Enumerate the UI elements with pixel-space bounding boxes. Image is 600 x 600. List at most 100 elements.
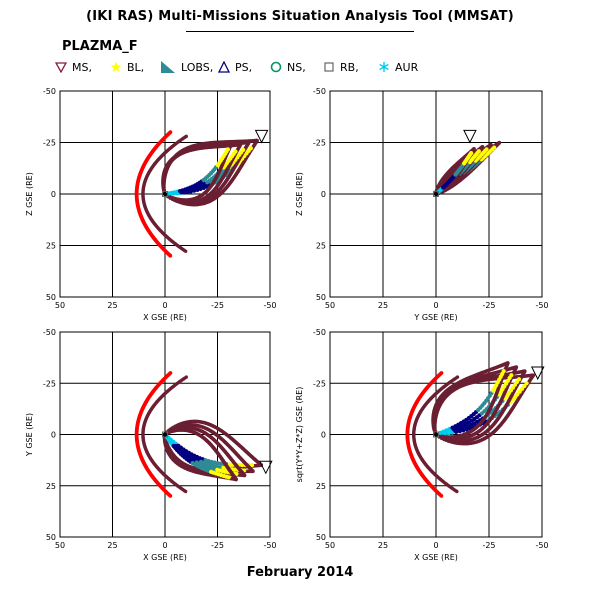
x-tick-label: -50 — [263, 301, 276, 310]
magnetopause — [141, 375, 188, 494]
y-tick-label: 25 — [316, 242, 326, 251]
y-tick-label: -25 — [313, 379, 326, 388]
orbit-point — [531, 373, 536, 378]
magnetopause-point — [183, 489, 188, 494]
y-axis-label: sqrt(Y*Y+Z*Z) GSE (RE) — [295, 387, 304, 483]
magnetopause-point — [455, 489, 459, 494]
orbit-point — [242, 473, 247, 478]
plot-area — [433, 140, 502, 197]
bow-shock-point — [168, 253, 173, 258]
plot-frame — [59, 90, 271, 298]
x-tick-label: 0 — [433, 301, 438, 310]
legend-item-ns: NS, — [270, 57, 306, 77]
legend-item-ms: MS, — [55, 57, 92, 77]
region-point — [484, 147, 489, 152]
legend-item-aur: AUR — [378, 57, 418, 77]
orbit-point — [497, 140, 502, 145]
orbits — [162, 419, 264, 482]
orbit-point — [489, 142, 493, 147]
y-tick-label: 50 — [46, 533, 56, 542]
y-tick-label: 25 — [46, 242, 56, 251]
x-tick-label: 25 — [107, 541, 117, 550]
orbit-point — [522, 369, 527, 374]
orbit-point — [230, 141, 234, 145]
plot-panel-top-left: 50 25 0 -25 -50 50 25 0 -25 -50 X GSE (RE) Z GSE (R… — [25, 87, 277, 322]
y-axis-label: Z GSE (RE) — [295, 172, 304, 216]
legend-label: NS, — [287, 60, 306, 74]
rb-marker — [433, 431, 439, 438]
orbit-point — [514, 365, 519, 370]
y-tick-label: -25 — [43, 139, 56, 148]
y-tick-label: -50 — [43, 87, 56, 96]
region-point — [248, 146, 253, 151]
x-axis-label: Y GSE (RE) — [413, 313, 457, 322]
plot-panel-bottom-left: 50 25 0 -25 -50 -50 -25 0 25 50 X GSE (RE) Y GSE (R… — [25, 328, 277, 562]
x-tick-label: -25 — [482, 301, 495, 310]
orbit-point — [255, 139, 259, 143]
x-tick-label: -25 — [211, 541, 224, 550]
x-tick-label: -50 — [263, 541, 276, 550]
region-point — [516, 377, 522, 382]
y-tick-label: 50 — [316, 533, 326, 542]
y-axis-label: Y GSE (RE) — [25, 413, 34, 457]
orbit-point — [238, 143, 243, 147]
legend-label: BL, — [127, 60, 145, 74]
y-tick-label: 25 — [46, 482, 56, 491]
region-point — [226, 475, 231, 480]
y-tick-label: 50 — [316, 293, 326, 302]
x-axis-label: X GSE (RE) — [143, 553, 187, 562]
bow-shock — [134, 371, 173, 498]
x-tick-label: 0 — [162, 541, 167, 550]
legend-item-ps: PS, — [218, 57, 252, 77]
region-point — [517, 389, 522, 394]
region-point — [225, 147, 231, 152]
plot-panel-bottom-right: 50 25 0 -25 -50 -50 -25 0 25 50 X GSE (RE) sqrt(Y*Y… — [295, 328, 549, 562]
y-tick-label: 0 — [51, 190, 56, 199]
triangle-down-icon — [55, 62, 67, 73]
plot-area — [405, 361, 536, 498]
orbit-point — [246, 141, 251, 145]
region-point — [524, 381, 529, 386]
plot-frame — [329, 90, 543, 298]
plot-panel-top-right: 50 25 0 -25 -50 50 25 0 -25 -50 Y GSE (RE) Z GSE (R… — [295, 87, 549, 322]
orbit-point — [234, 477, 238, 482]
x-tick-label: 25 — [378, 541, 388, 550]
legend-label: LOBS, — [181, 60, 214, 74]
legend-item-bl: BL, — [110, 57, 144, 77]
region-point — [492, 145, 497, 150]
magnetopause — [141, 134, 188, 253]
plot-frame — [329, 331, 543, 538]
y-tick-label: -50 — [43, 328, 56, 337]
x-axis-label: X GSE (RE) — [414, 553, 458, 562]
triangle-up-icon — [218, 61, 230, 73]
region-point — [249, 463, 255, 468]
y-tick-label: -25 — [43, 379, 56, 388]
region-point — [240, 462, 245, 468]
apogee-marker — [463, 129, 477, 144]
orbit-3 — [162, 428, 238, 482]
date-footer: February 2014 — [246, 565, 354, 580]
x-tick-label: -50 — [535, 301, 548, 310]
x-tick-label: 50 — [55, 301, 65, 310]
legend-item-rb: RB, — [323, 57, 359, 77]
rb-marker — [433, 191, 439, 197]
x-tick-label: 25 — [107, 301, 117, 310]
region-point — [476, 149, 481, 154]
x-tick-label: 0 — [433, 541, 438, 550]
x-axis-label: X GSE (RE) — [143, 313, 187, 322]
apogee-marker — [258, 460, 273, 475]
apogee-marker — [530, 366, 545, 381]
plot-frame — [59, 331, 271, 538]
orbit-point — [472, 147, 476, 151]
region-point — [509, 373, 514, 378]
orbits — [431, 361, 536, 446]
legend-label: RB, — [340, 60, 359, 74]
magnetopause — [412, 375, 460, 494]
asterisk-icon — [379, 62, 389, 72]
star-icon — [110, 61, 122, 72]
legend-label: AUR — [395, 60, 419, 74]
y-tick-label: -25 — [313, 139, 326, 148]
bow-shock — [134, 130, 173, 258]
x-tick-label: 50 — [325, 541, 335, 550]
